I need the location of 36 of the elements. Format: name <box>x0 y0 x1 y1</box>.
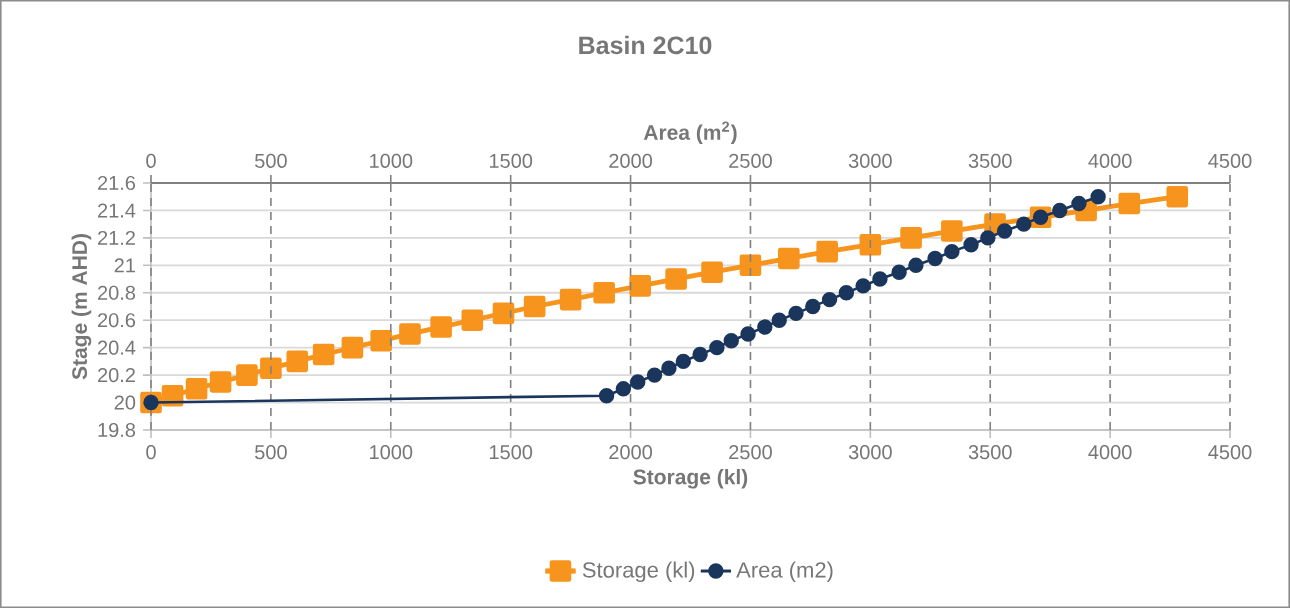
legend-label: Area (m2) <box>736 561 833 583</box>
x2-axis-title: Area (m$^{2}$) <box>643 121 737 145</box>
x-tick-label: 4500 <box>1208 445 1252 460</box>
y-tick-label: 20.8 <box>98 285 136 300</box>
y-tick-label: 21 <box>114 258 135 273</box>
x2-tick-label: 4000 <box>1088 153 1132 168</box>
x2-tick-label: 4500 <box>1208 153 1252 168</box>
x-tick-label: 3000 <box>848 445 892 460</box>
y-axis-title: Stage (m AHD) <box>71 234 92 380</box>
x-tick-label: 4000 <box>1088 445 1132 460</box>
x2-tick-label: 1500 <box>489 153 533 168</box>
x2-tick-label: 1000 <box>370 153 413 168</box>
y-tick-label: 21.2 <box>98 230 135 245</box>
y-tick-label: 20.2 <box>98 368 135 383</box>
x2-tick-label: 0 <box>146 153 156 168</box>
x2-tick-label: 3500 <box>968 153 1012 168</box>
x-tick-label: 0 <box>146 445 156 460</box>
x-tick-label: 1000 <box>370 445 413 460</box>
y-tick-label: 21.4 <box>98 203 136 218</box>
y-tick-label: 20 <box>114 395 136 410</box>
y-tick-label: 19.8 <box>98 422 136 438</box>
y-tick-label: 20.4 <box>98 340 136 355</box>
chart-title: Basin 2C10 <box>579 35 712 55</box>
x2-tick-label: 2500 <box>729 153 772 168</box>
x2-tick-label: 500 <box>255 153 287 168</box>
x-tick-label: 1500 <box>489 445 533 460</box>
legend-label: Storage (kl) <box>582 561 695 583</box>
y-tick-label: 20.6 <box>98 313 136 328</box>
x2-tick-label: 3000 <box>848 153 892 168</box>
x-tick-label: 2000 <box>609 445 653 460</box>
x-tick-label: 2500 <box>729 445 772 460</box>
x-tick-label: 500 <box>255 445 287 460</box>
x-axis-title: Storage (kl) <box>633 468 748 489</box>
x-tick-label: 3500 <box>968 445 1012 460</box>
y-tick-label: 21.6 <box>98 175 136 191</box>
x2-tick-label: 2000 <box>609 153 653 168</box>
